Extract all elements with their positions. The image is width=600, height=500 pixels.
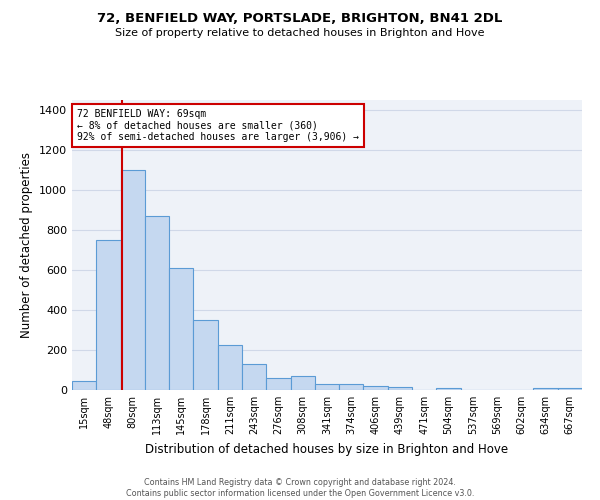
Bar bbox=[364, 386, 388, 390]
Bar bbox=[533, 388, 558, 390]
Bar bbox=[96, 240, 121, 390]
Bar bbox=[388, 388, 412, 390]
Text: 72, BENFIELD WAY, PORTSLADE, BRIGHTON, BN41 2DL: 72, BENFIELD WAY, PORTSLADE, BRIGHTON, B… bbox=[97, 12, 503, 26]
Y-axis label: Number of detached properties: Number of detached properties bbox=[20, 152, 34, 338]
Bar bbox=[242, 364, 266, 390]
Bar bbox=[121, 170, 145, 390]
Bar bbox=[266, 378, 290, 390]
X-axis label: Distribution of detached houses by size in Brighton and Hove: Distribution of detached houses by size … bbox=[145, 442, 509, 456]
Bar bbox=[558, 388, 582, 390]
Bar bbox=[315, 384, 339, 390]
Bar bbox=[145, 216, 169, 390]
Bar bbox=[436, 388, 461, 390]
Text: Contains HM Land Registry data © Crown copyright and database right 2024.
Contai: Contains HM Land Registry data © Crown c… bbox=[126, 478, 474, 498]
Text: 72 BENFIELD WAY: 69sqm
← 8% of detached houses are smaller (360)
92% of semi-det: 72 BENFIELD WAY: 69sqm ← 8% of detached … bbox=[77, 108, 359, 142]
Bar bbox=[218, 345, 242, 390]
Bar bbox=[339, 384, 364, 390]
Text: Size of property relative to detached houses in Brighton and Hove: Size of property relative to detached ho… bbox=[115, 28, 485, 38]
Bar bbox=[72, 380, 96, 390]
Bar bbox=[290, 376, 315, 390]
Bar bbox=[193, 320, 218, 390]
Bar bbox=[169, 268, 193, 390]
